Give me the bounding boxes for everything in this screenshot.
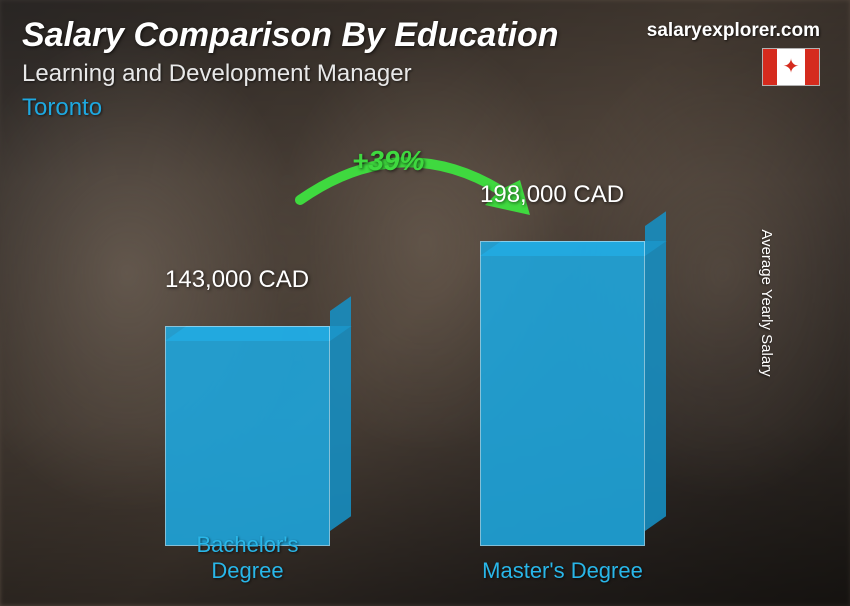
bar-category-label: Bachelor's Degree [165,532,330,584]
bar-side [330,296,351,531]
chart-container: Salary Comparison By Education Learning … [0,0,850,606]
bar-value-label: 198,000 CAD [480,181,624,209]
bar-1: 198,000 CADMaster's Degree [480,241,645,546]
chart-area: 143,000 CADBachelor's Degree 198,000 CADM… [120,166,720,546]
bar-front [165,326,330,546]
bar-0: 143,000 CADBachelor's Degree [165,326,330,546]
bar-category-label: Master's Degree [480,558,645,584]
bar-value-label: 143,000 CAD [165,266,309,294]
bar-side [645,211,666,531]
bar-front [480,241,645,546]
